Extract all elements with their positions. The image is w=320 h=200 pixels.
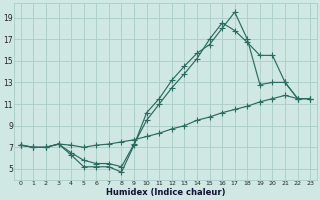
X-axis label: Humidex (Indice chaleur): Humidex (Indice chaleur) (106, 188, 225, 197)
